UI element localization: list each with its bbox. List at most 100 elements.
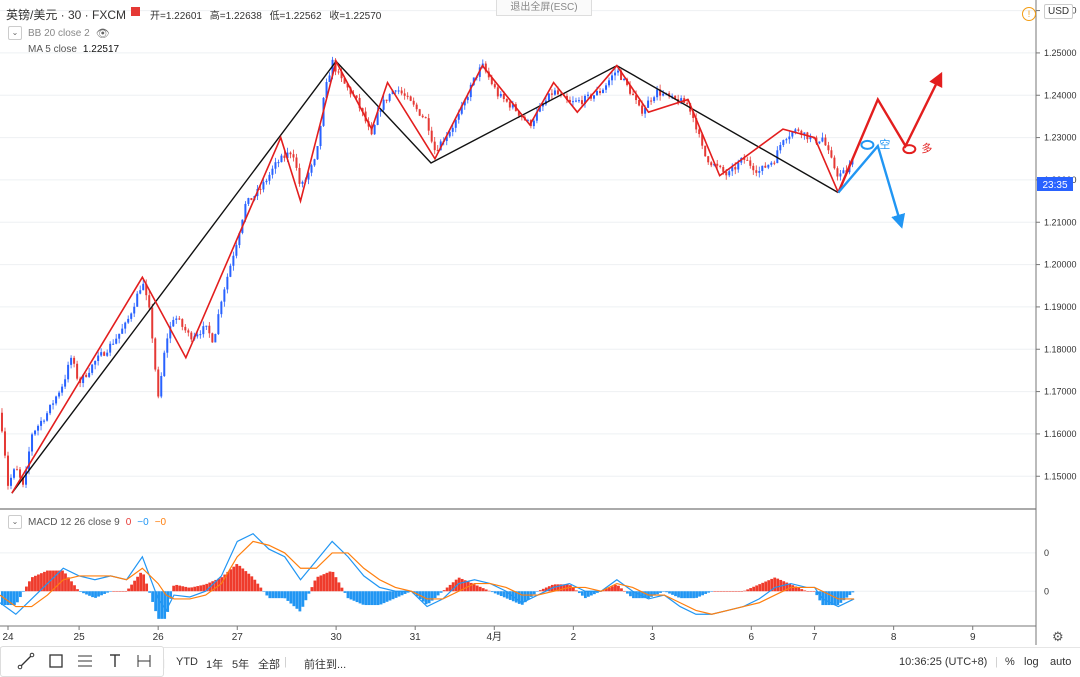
candle-body — [800, 130, 803, 135]
macd-hist-bar — [827, 591, 831, 606]
time-tick-label: 26 — [153, 632, 165, 643]
candle-body — [397, 90, 400, 92]
macd-collapse-chevron-icon[interactable]: ⌄ — [8, 515, 22, 529]
macd-hist-bar — [286, 591, 290, 601]
candle-body — [58, 392, 61, 397]
macd-label: MACD 12 26 close 9 — [28, 516, 120, 528]
symbol-title[interactable]: 英镑/美元 · 30 · FXCM — [6, 8, 127, 22]
candle-body — [205, 325, 208, 327]
candle-body — [229, 265, 232, 277]
trendline-tool-icon[interactable] — [17, 652, 35, 670]
log-scale-button[interactable]: log — [1024, 656, 1039, 668]
macd-hist-bar — [493, 591, 497, 594]
macd-legend[interactable]: ⌄ MACD 12 26 close 9 0 −0 −0 — [8, 515, 166, 529]
macd-hist-bar — [430, 591, 434, 601]
candle-body — [583, 95, 586, 104]
candle-body — [641, 105, 644, 114]
candle-body — [301, 181, 304, 184]
macd-hist-bar — [163, 591, 167, 619]
auto-scale-button[interactable]: auto — [1050, 656, 1072, 668]
period-ytd-button[interactable]: YTD — [176, 656, 198, 668]
drawing-toolbar — [0, 646, 164, 677]
period-5y-button[interactable]: 5年 — [232, 659, 250, 671]
macd-hist-bar — [574, 590, 578, 592]
macd-hist-bar — [187, 587, 191, 592]
candle-body — [833, 157, 836, 169]
macd-hist-bar — [502, 591, 506, 598]
macd-hist-bar — [650, 591, 653, 597]
candle-body — [758, 171, 761, 173]
candle-body — [49, 404, 52, 414]
macd-hist-bar — [541, 588, 545, 592]
percent-scale-button[interactable]: % — [1005, 656, 1015, 668]
flag-icon[interactable] — [131, 7, 140, 16]
ma-legend[interactable]: MA 5 close 1.22517 — [28, 44, 119, 55]
candle-body — [719, 165, 722, 168]
candle-body — [620, 70, 623, 80]
candle-body — [250, 198, 253, 201]
macd-hist-bar — [677, 591, 680, 598]
candle-body — [680, 98, 683, 104]
macd-hist-bar — [472, 584, 476, 592]
candle-body — [791, 132, 794, 137]
period-1y-button[interactable]: 1年 — [206, 659, 224, 671]
macd-hist-bar — [758, 584, 762, 592]
time-tick-label: 24 — [2, 632, 14, 643]
price-axis[interactable]: 1.260001.250001.240001.230001.220001.210… — [1036, 6, 1077, 482]
fib-tool-icon[interactable] — [76, 652, 94, 670]
alert-clock-icon[interactable]: ! — [1022, 7, 1036, 21]
candle-body — [127, 318, 130, 323]
candle-body — [725, 171, 728, 176]
collapse-chevron-icon[interactable]: ⌄ — [8, 26, 22, 40]
macd-hist-bar — [499, 591, 503, 597]
bb-label: BB 20 close 2 — [28, 27, 90, 39]
macd-hist-bar — [719, 591, 723, 592]
text-tool-icon[interactable] — [106, 652, 124, 670]
candle-body — [271, 168, 274, 175]
macd-hist-bar — [662, 591, 665, 592]
bottom-toolbar: 月 YTD 1年 5年 全部 | 前往到... 10:36:25 (UTC+8)… — [0, 647, 1080, 676]
exit-fullscreen-button[interactable]: 退出全屏(ESC) — [496, 0, 592, 16]
macd-hist-bar — [307, 591, 311, 594]
forecast-arrows — [837, 71, 943, 229]
macd-hist-bar — [848, 591, 852, 595]
candle-body — [340, 71, 343, 79]
macd-hist-bar — [211, 581, 215, 592]
macd-hist-bar — [256, 583, 260, 592]
candle-body — [821, 137, 824, 142]
rectangle-tool-icon[interactable] — [47, 652, 65, 670]
candle-body — [265, 180, 268, 183]
macd-hist-bar — [406, 591, 410, 593]
time-tick-label: 6 — [749, 632, 755, 643]
period-all-button[interactable]: 全部 — [258, 659, 280, 671]
macd-hist-bar — [154, 591, 158, 612]
candle-body — [424, 117, 427, 119]
macd-hist-bar — [15, 591, 19, 603]
annotation-label: 多 — [921, 141, 932, 155]
eye-icon[interactable]: 👁 — [95, 27, 110, 40]
candle-body — [247, 198, 250, 204]
currency-badge[interactable]: USD — [1044, 4, 1074, 19]
candle-body — [385, 99, 388, 101]
bb-legend[interactable]: ⌄ BB 20 close 2 👁 — [8, 26, 110, 40]
candle-body — [782, 140, 785, 146]
macd-hist-bar — [226, 571, 230, 592]
candle-body — [217, 314, 220, 335]
macd-hist-bar — [292, 591, 296, 607]
goto-date-button[interactable]: 前往到... — [304, 659, 347, 671]
candle-body — [400, 90, 403, 94]
candle-body — [722, 167, 725, 172]
settings-gear-icon[interactable]: ⚙ — [1052, 629, 1064, 644]
price-tick-label: 1.18000 — [1044, 344, 1077, 354]
macd-hist-bar — [112, 591, 115, 592]
macd-hist-bar — [196, 586, 200, 592]
measure-tool-icon[interactable] — [135, 652, 153, 670]
time-axis[interactable]: 24 25 26 27 30 31 4月 2 3 6 7 8 9 — [2, 626, 976, 643]
macd-hist-bar — [94, 591, 97, 598]
candle-body — [767, 164, 770, 168]
macd-axis[interactable]: 00 — [1044, 548, 1049, 596]
macd-hist-bar — [106, 591, 109, 593]
candle-body — [623, 78, 626, 80]
candle-body — [436, 150, 439, 152]
